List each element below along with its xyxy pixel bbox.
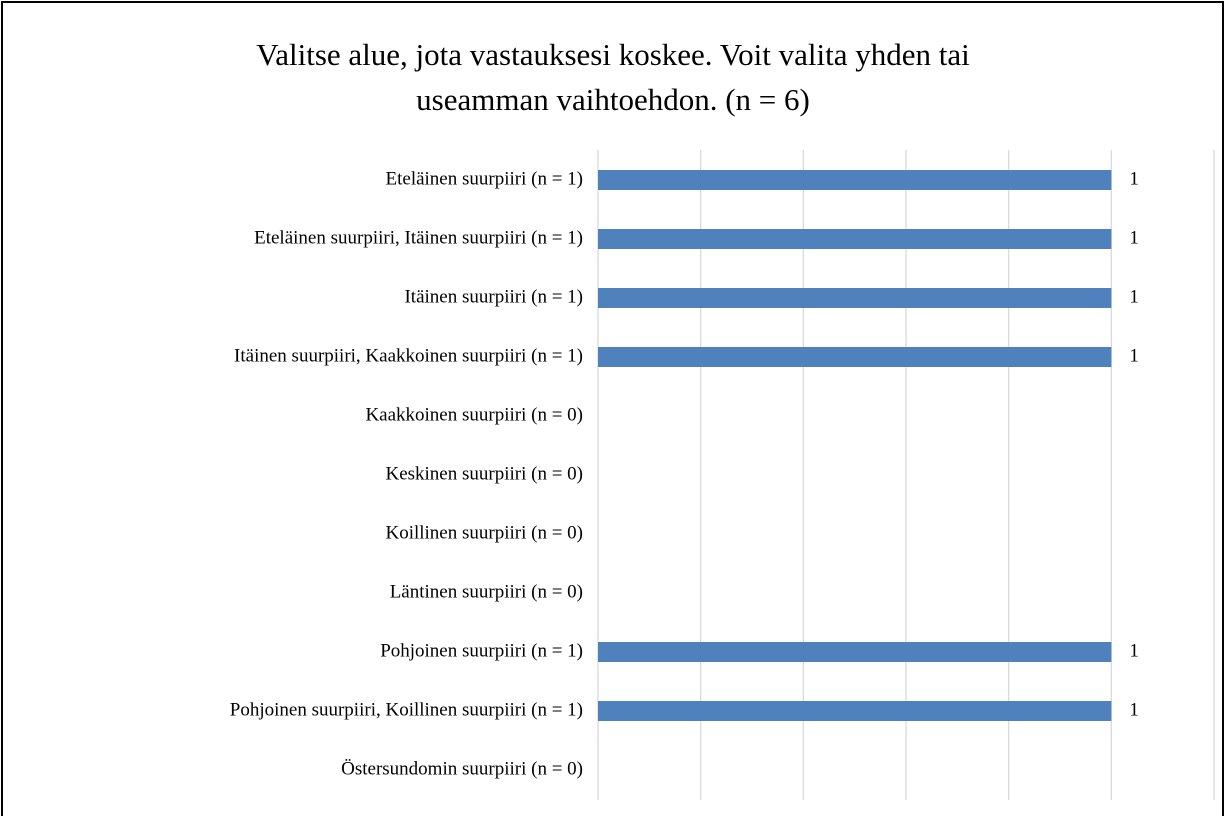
- y-tick-label: Kaakkoinen suurpiiri (n = 0): [365, 404, 583, 425]
- y-tick-label: Koillinen suurpiiri (n = 0): [385, 522, 583, 543]
- y-tick-label: Itäinen suurpiiri, Kaakkoinen suurpiiri …: [234, 345, 583, 366]
- y-tick-label: Östersundomin suurpiiri (n = 0): [341, 758, 583, 779]
- data-label: 1: [1129, 286, 1139, 307]
- bar: [598, 170, 1112, 190]
- bar: [598, 229, 1112, 249]
- y-tick-label: Keskinen suurpiiri (n = 0): [385, 463, 583, 484]
- data-label: 1: [1129, 168, 1139, 189]
- bar: [598, 347, 1112, 367]
- y-tick-label: Itäinen suurpiiri (n = 1): [404, 286, 583, 307]
- y-tick-label: Eteläinen suurpiiri (n = 1): [386, 168, 584, 189]
- bar: [598, 642, 1112, 662]
- data-label: 1: [1129, 699, 1139, 720]
- data-label: 1: [1129, 345, 1139, 366]
- data-label: 1: [1129, 227, 1139, 248]
- y-tick-label: Läntinen suurpiiri (n = 0): [390, 581, 583, 602]
- data-label: 1: [1129, 640, 1139, 661]
- y-tick-label: Pohjoinen suurpiiri (n = 1): [380, 640, 583, 661]
- bar: [598, 288, 1112, 308]
- y-tick-label: Pohjoinen suurpiiri, Koillinen suurpiiri…: [230, 699, 583, 720]
- chart-title: Valitse alue, jota vastauksesi koskee. V…: [256, 37, 970, 117]
- y-tick-label: Eteläinen suurpiiri, Itäinen suurpiiri (…: [254, 227, 583, 248]
- bar: [598, 701, 1112, 721]
